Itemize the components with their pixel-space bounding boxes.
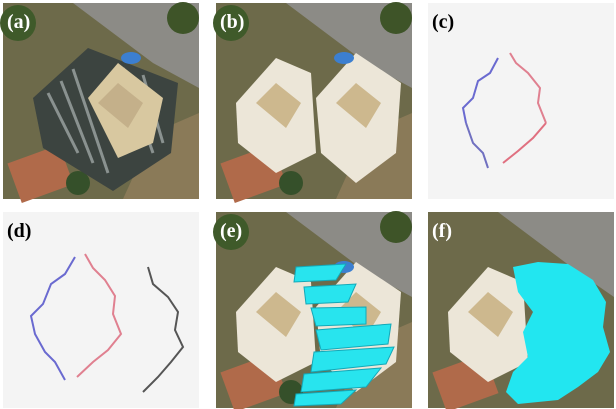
panel-d <box>3 212 199 408</box>
panel-label: (c) <box>432 11 454 33</box>
panel-c <box>428 3 614 199</box>
panel-label: (f) <box>432 220 452 242</box>
panel-label: (a) <box>7 11 30 33</box>
panel-label: (b) <box>220 11 244 33</box>
panel-f <box>428 212 614 409</box>
panel-label: (d) <box>7 220 31 242</box>
panel-e <box>213 211 412 409</box>
panel-label: (e) <box>220 220 242 242</box>
figure: (a) (b) (c) (d) (e) <box>0 0 616 409</box>
